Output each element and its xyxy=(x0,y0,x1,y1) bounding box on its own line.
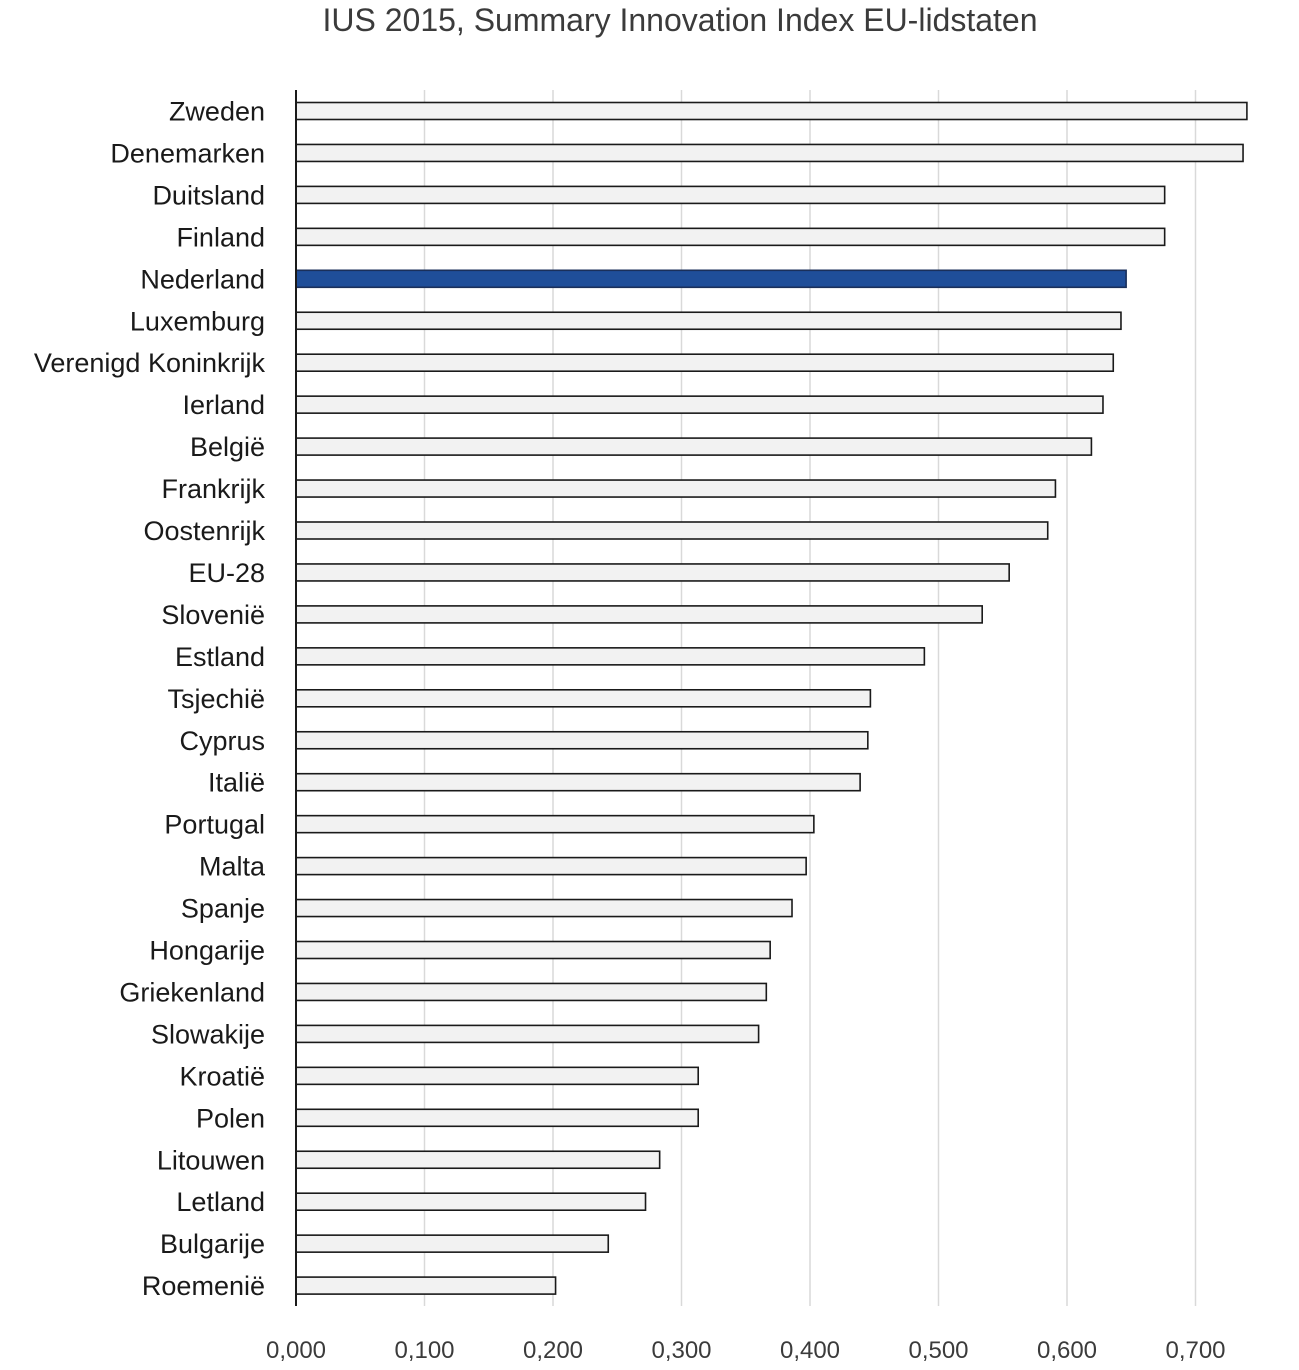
chart-title: IUS 2015, Summary Innovation Index EU-li… xyxy=(322,2,1038,38)
category-label: Bulgarije xyxy=(160,1229,265,1259)
bar xyxy=(295,185,1166,205)
category-label: Denemarken xyxy=(110,138,265,168)
category-labels: Zweden Denemarken Duitsland Finland Nederlan… xyxy=(34,97,266,1302)
category-label: Oostenrijk xyxy=(143,516,265,546)
category-label: Polen xyxy=(196,1103,265,1133)
category-label: Nederland xyxy=(140,264,265,294)
x-tick-label: 0,200 xyxy=(523,1337,583,1364)
bar-highlight xyxy=(295,269,1127,289)
category-label: Luxemburg xyxy=(130,306,265,336)
x-tick-label: 0,500 xyxy=(908,1337,968,1364)
category-label: Griekenland xyxy=(119,977,265,1007)
bar xyxy=(295,982,768,1002)
category-label: Spanje xyxy=(181,894,265,924)
bar xyxy=(295,1276,557,1295)
bar xyxy=(295,1192,647,1211)
bar xyxy=(295,479,1057,498)
x-tick-label: 0,600 xyxy=(1037,1337,1097,1364)
category-label: Roemenië xyxy=(142,1271,265,1301)
bar xyxy=(295,898,793,918)
category-label: Slovenië xyxy=(161,600,265,630)
bar xyxy=(295,688,872,708)
bar xyxy=(295,353,1115,373)
bar xyxy=(295,563,1010,582)
category-label: België xyxy=(190,432,265,462)
bar xyxy=(295,605,983,624)
bar xyxy=(295,814,815,834)
bar xyxy=(295,856,807,876)
x-tick-label: 0,000 xyxy=(266,1337,326,1364)
category-label: Zweden xyxy=(169,97,265,127)
x-tick-label: 0,400 xyxy=(780,1337,840,1364)
category-label: Duitsland xyxy=(152,180,265,210)
bar xyxy=(295,437,1093,456)
category-label: Verenigd Koninkrijk xyxy=(34,348,266,378)
category-label: Tsjechië xyxy=(167,684,265,714)
bar xyxy=(295,311,1122,331)
category-label: Slowakije xyxy=(151,1019,265,1049)
category-label: Finland xyxy=(176,222,265,252)
bar xyxy=(295,1234,610,1253)
category-label: Cyprus xyxy=(179,726,265,756)
bar xyxy=(295,940,771,960)
category-label: Kroatië xyxy=(179,1061,265,1091)
bar xyxy=(295,1024,760,1044)
bar xyxy=(295,1066,700,1086)
category-label: Litouwen xyxy=(157,1145,265,1175)
x-tick-label: 0,300 xyxy=(651,1337,711,1364)
bar xyxy=(295,730,869,750)
bar xyxy=(295,101,1248,121)
bars xyxy=(295,101,1248,1295)
category-label: Portugal xyxy=(164,810,265,840)
bar xyxy=(295,227,1166,247)
category-label: Ierland xyxy=(182,390,265,420)
bar xyxy=(295,521,1049,540)
x-tick-labels: 0,000 0,100 0,200 0,300 0,400 0,500 0,600 0,700… xyxy=(266,1337,1226,1364)
category-label: Frankrijk xyxy=(161,474,265,504)
category-label: EU-28 xyxy=(188,558,265,588)
category-label: Italië xyxy=(208,768,265,798)
bar xyxy=(295,772,861,792)
bar xyxy=(295,395,1104,414)
bar xyxy=(295,143,1244,163)
x-tick-label: 0,100 xyxy=(394,1337,454,1364)
category-label: Malta xyxy=(199,852,266,882)
category-label: Hongarije xyxy=(149,936,265,966)
bar xyxy=(295,1150,661,1170)
category-label: Letland xyxy=(176,1187,265,1217)
category-label: Estland xyxy=(175,642,265,672)
bar xyxy=(295,1108,700,1128)
bar xyxy=(295,647,926,666)
x-tick-label: 0,700 xyxy=(1165,1337,1225,1364)
